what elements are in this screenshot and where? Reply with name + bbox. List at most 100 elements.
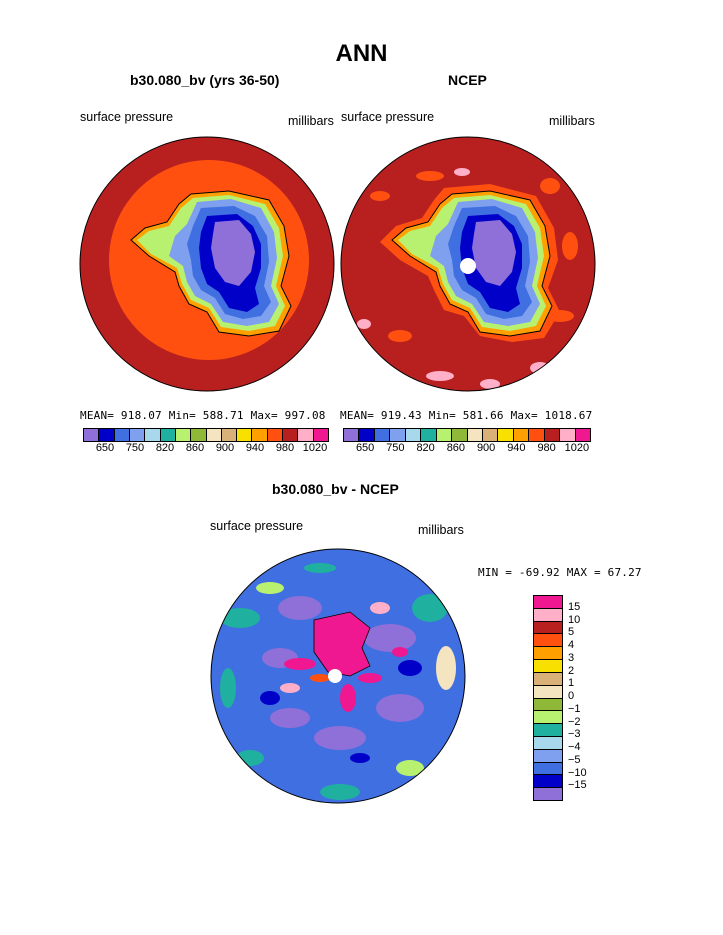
panel-title-ncep: NCEP: [448, 72, 487, 88]
ncep-colorbar-swatch: [359, 429, 375, 441]
model-colorbar-tick-label: 650: [95, 442, 115, 454]
ncep-colorbar-tick-label: 860: [446, 442, 466, 454]
model-colorbar-tick-label: 980: [275, 442, 295, 454]
model-colorbar-swatch: [145, 429, 161, 441]
diff-colorbar-tick-label: 1: [568, 677, 575, 690]
diff-colorbar-swatch: [534, 788, 562, 800]
model-colorbar-swatch: [191, 429, 207, 441]
diff-colorbar-swatch: [534, 698, 562, 712]
diff-colorbar-swatch: [534, 775, 562, 789]
model-colorbar-tick-label: 820: [155, 442, 175, 454]
diff-colorbar-tick-label: 5: [568, 626, 575, 639]
ncep-units-label: millibars: [549, 114, 595, 128]
diff-colorbar-swatch: [534, 724, 562, 737]
diff-colorbar-tick-label: 0: [568, 690, 575, 702]
model-colorbar-swatch: [313, 429, 328, 441]
diff-colorbar-swatch: [534, 672, 562, 686]
diff-colorbar-tick-label: −1: [568, 702, 581, 715]
model-colorbar: [83, 428, 329, 442]
diff-colorbar-swatch: [534, 621, 562, 635]
model-colorbar-swatch: [175, 429, 192, 441]
ncep-colorbar-swatch: [529, 429, 545, 441]
diff-colorbar-swatch: [534, 660, 562, 673]
ncep-colorbar-swatch: [452, 429, 468, 441]
ncep-colorbar: [343, 428, 591, 442]
diff-colorbar-swatch: [534, 749, 562, 763]
diff-colorbar-swatch: [534, 608, 562, 622]
model-colorbar-swatch: [298, 429, 314, 441]
ncep-colorbar-swatch: [405, 429, 422, 441]
diff-colorbar-swatch: [534, 711, 562, 725]
model-colorbar-swatch: [267, 429, 284, 441]
diff-colorbar-swatch: [534, 685, 562, 699]
ncep-colorbar-swatch: [436, 429, 453, 441]
model-polar-map: [79, 136, 335, 392]
diff-colorbar-swatch: [534, 736, 562, 750]
ncep-colorbar-ticks: 650 750 820 860 900 940 980 1020: [343, 442, 592, 454]
ncep-colorbar-tick-label: 900: [476, 442, 496, 454]
diff-colorbar-tick-label: −2: [568, 715, 581, 728]
diff-colorbar-swatch: [534, 762, 562, 776]
diff-colorbar-tick-label: −10: [568, 766, 587, 779]
model-colorbar-tick-label: 860: [185, 442, 205, 454]
ncep-colorbar-swatch: [513, 429, 530, 441]
diff-stats: MIN = -69.92 MAX = 67.27: [478, 566, 642, 579]
diff-colorbar-swatch: [534, 596, 562, 609]
diff-colorbar-tick-label: −5: [568, 753, 581, 766]
model-colorbar-swatch: [114, 429, 130, 441]
ncep-colorbar-swatch: [575, 429, 590, 441]
diff-colorbar-tick-label: 3: [568, 651, 575, 664]
panel-title-difference: b30.080_bv - NCEP: [272, 481, 399, 497]
ncep-colorbar-swatch: [421, 429, 437, 441]
model-colorbar-swatch: [252, 429, 268, 441]
diff-colorbar: [533, 595, 563, 801]
diff-variable-label: surface pressure: [210, 519, 304, 533]
diff-colorbar-swatch: [534, 647, 562, 661]
model-colorbar-ticks: 650 750 820 860 900 940 980 1020: [83, 442, 330, 454]
ncep-colorbar-tick-label: 820: [416, 442, 435, 454]
diff-colorbar-swatch: [534, 634, 562, 648]
ncep-colorbar-swatch: [390, 429, 406, 441]
ncep-variable-label: surface pressure: [341, 110, 435, 124]
ncep-colorbar-swatch: [544, 429, 561, 441]
diff-colorbar-tick-label: 2: [568, 664, 575, 677]
diff-colorbar-tick-label: −3: [568, 728, 581, 741]
model-colorbar-tick-label: 750: [125, 442, 145, 454]
model-colorbar-swatch: [99, 429, 115, 441]
diff-colorbar-tick-label: −4: [568, 741, 581, 753]
ncep-colorbar-tick-label: 750: [386, 442, 405, 454]
model-colorbar-swatch: [206, 429, 222, 441]
model-colorbar-swatch: [237, 429, 253, 441]
ncep-colorbar-swatch: [482, 429, 499, 441]
ncep-colorbar-swatch: [344, 429, 360, 441]
model-colorbar-swatch: [221, 429, 238, 441]
ncep-colorbar-swatch: [560, 429, 576, 441]
model-colorbar-swatch: [129, 429, 146, 441]
model-colorbar-tick-label: 900: [215, 442, 235, 454]
ncep-colorbar-tick-label: 650: [355, 442, 375, 454]
model-colorbar-tick-label: 940: [245, 442, 265, 454]
ncep-colorbar-swatch: [467, 429, 483, 441]
model-colorbar-tick-label: 1020: [302, 442, 328, 454]
model-units-label: millibars: [288, 114, 334, 128]
ncep-polar-map: [340, 136, 596, 392]
ncep-colorbar-tick-label: 940: [507, 442, 526, 454]
ncep-colorbar-swatch: [374, 429, 391, 441]
page-title: ANN: [335, 40, 388, 67]
model-variable-label: surface pressure: [80, 110, 174, 124]
model-stats: MEAN= 918.07 Min= 588.71 Max= 997.08: [80, 409, 326, 422]
diff-colorbar-tick-label: 4: [568, 639, 575, 651]
diff-colorbar-tick-label: 15: [568, 600, 581, 613]
diff-units-label: millibars: [418, 523, 464, 537]
model-colorbar-swatch: [84, 429, 100, 441]
panel-title-model: b30.080_bv (yrs 36-50): [130, 72, 280, 88]
diff-colorbar-tick-label: 10: [568, 613, 581, 626]
diff-colorbar-tick-label: −15: [568, 779, 587, 792]
ncep-colorbar-swatch: [498, 429, 514, 441]
model-colorbar-swatch: [283, 429, 299, 441]
ncep-stats: MEAN= 919.43 Min= 581.66 Max= 1018.67: [340, 409, 593, 422]
ncep-colorbar-tick-label: 1020: [564, 442, 590, 454]
difference-polar-map: [210, 548, 466, 804]
ncep-colorbar-tick-label: 980: [537, 442, 556, 454]
model-colorbar-swatch: [160, 429, 176, 441]
